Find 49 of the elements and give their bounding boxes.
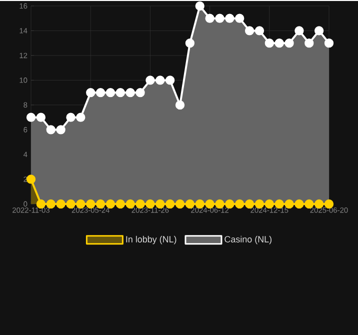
point	[146, 76, 155, 85]
point	[106, 199, 116, 209]
point	[235, 14, 244, 23]
point	[274, 38, 284, 48]
point	[195, 1, 204, 11]
point	[304, 38, 314, 48]
point	[304, 199, 314, 209]
point	[225, 14, 234, 23]
point	[116, 88, 125, 98]
legend-label: In lobby (NL)	[126, 236, 176, 244]
point	[284, 199, 294, 209]
point	[185, 38, 195, 48]
point	[56, 125, 66, 134]
point	[254, 26, 264, 36]
point	[126, 199, 135, 209]
point	[76, 112, 86, 122]
point	[205, 14, 214, 23]
point	[175, 100, 185, 110]
point	[264, 38, 274, 48]
point	[175, 199, 185, 209]
point	[46, 199, 56, 209]
point	[36, 112, 46, 122]
point	[165, 199, 175, 209]
point	[235, 199, 244, 209]
point	[225, 199, 234, 209]
point	[106, 88, 116, 98]
point	[66, 112, 76, 122]
point	[126, 88, 135, 98]
point	[284, 38, 294, 48]
point	[324, 38, 334, 48]
point	[294, 199, 304, 209]
point	[116, 199, 125, 209]
point	[136, 88, 145, 98]
point	[294, 26, 304, 36]
point	[244, 199, 254, 209]
point	[96, 88, 106, 98]
point	[66, 199, 76, 209]
point	[26, 174, 36, 184]
point	[165, 76, 175, 85]
point	[46, 125, 56, 134]
point	[26, 112, 36, 122]
point	[56, 199, 66, 209]
point	[185, 199, 195, 209]
point	[215, 14, 224, 23]
point	[156, 76, 165, 85]
legend-label: Casino (NL)	[224, 236, 272, 244]
point	[244, 26, 254, 36]
point	[314, 26, 324, 36]
point	[86, 88, 96, 98]
